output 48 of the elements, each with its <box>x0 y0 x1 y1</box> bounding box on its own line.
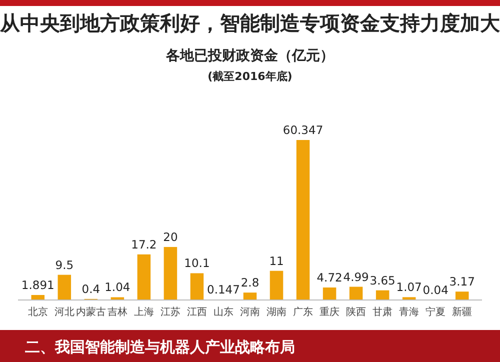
data-label: 0.04 <box>422 282 448 297</box>
data-label: 3.17 <box>449 274 475 289</box>
x-tick-label: 吉林 <box>107 306 128 318</box>
data-label: 3.65 <box>370 273 396 288</box>
bar <box>243 292 257 300</box>
x-tick-label: 新疆 <box>452 306 472 318</box>
bar <box>58 274 72 300</box>
data-label: 0.147 <box>207 282 240 297</box>
data-label: 2.8 <box>240 276 260 290</box>
bar <box>455 292 469 300</box>
chart-subtitle: (截至2016年底) <box>208 70 292 83</box>
bar <box>349 286 363 300</box>
x-tick-label: 江苏 <box>160 306 180 318</box>
x-tick-label: 青海 <box>399 306 420 318</box>
x-tick-label: 河南 <box>240 306 260 318</box>
data-label: 4.99 <box>343 270 369 284</box>
data-label: 1.04 <box>104 280 130 294</box>
x-tick-label: 上海 <box>134 306 154 318</box>
chart-title: 各地已投财政资金（亿元） <box>165 48 334 64</box>
text: 二、我国智能制造与机器人产业战略布局 <box>25 338 295 356</box>
data-label: 20 <box>163 230 178 244</box>
data-label: 4.72 <box>316 270 342 284</box>
bar <box>296 140 310 300</box>
bar <box>376 290 390 300</box>
data-label: 17.2 <box>131 237 157 252</box>
x-tick-label: 湖南 <box>266 306 287 318</box>
x-tick-label: 甘肃 <box>372 306 393 318</box>
bar <box>270 270 284 300</box>
x-tick-label: 重庆 <box>320 306 340 318</box>
bar <box>322 287 336 300</box>
bar <box>190 273 204 300</box>
x-tick-label: 山东 <box>213 306 234 318</box>
bar <box>137 254 151 300</box>
data-label: 9.5 <box>55 258 74 272</box>
x-tick-label: 宁夏 <box>426 306 446 318</box>
bar <box>164 246 178 300</box>
data-label: 0.4 <box>82 282 100 296</box>
x-tick-label: 广东 <box>293 306 314 318</box>
x-tick-label: 江西 <box>186 306 207 318</box>
x-tick-label: 陕西 <box>346 306 366 318</box>
data-label: 1.891 <box>21 278 54 292</box>
x-tick-label: 河北 <box>54 306 74 318</box>
x-tick-label: 北京 <box>28 306 48 318</box>
data-label: 1.07 <box>396 280 422 294</box>
x-tick-label: 内蒙古 <box>76 306 106 318</box>
data-label: 10.1 <box>184 256 210 270</box>
data-label: 11 <box>269 254 284 268</box>
data-label: 60.347 <box>282 123 324 137</box>
